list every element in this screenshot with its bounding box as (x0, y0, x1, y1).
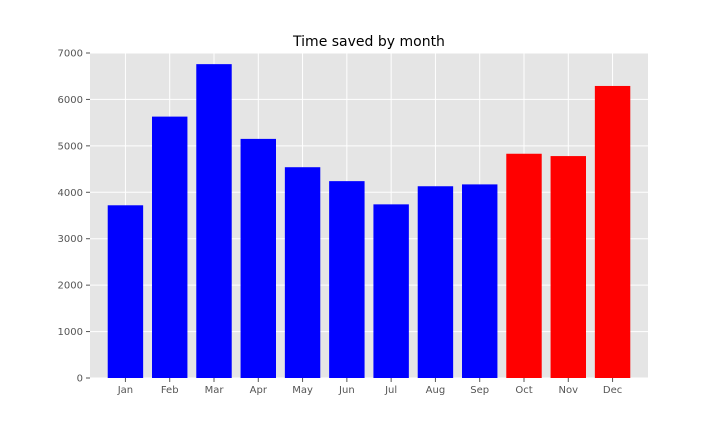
bar-sep (462, 184, 498, 378)
bar-nov (550, 156, 586, 378)
x-tick-label-aug: Aug (426, 385, 446, 396)
y-tick-label: 3000 (58, 234, 83, 245)
bar-dec (594, 85, 631, 378)
x-tick-label-sep: Sep (470, 385, 489, 396)
bar-apr (240, 138, 276, 378)
y-tick-label: 5000 (58, 141, 83, 152)
x-tick-label-may: May (292, 385, 313, 396)
x-tick-label-jul: Jul (384, 385, 397, 396)
bars (107, 64, 631, 379)
bar-aug (417, 186, 454, 378)
y-tick-label: 2000 (58, 281, 83, 292)
y-tick-label: 7000 (58, 49, 83, 60)
y-tick-label: 4000 (58, 188, 83, 199)
bar-jun (329, 181, 365, 378)
y-tick-label: 1000 (58, 327, 83, 338)
x-tick-label-oct: Oct (515, 385, 532, 396)
x-tick-label-nov: Nov (559, 385, 579, 396)
x-axis: Jan Feb Mar Apr May Jun Jul Aug Sep Oct Nov Dec (117, 378, 622, 396)
bar-jan (107, 205, 144, 378)
x-tick-label-apr: Apr (250, 385, 268, 396)
y-tick-label: 0 (77, 374, 83, 385)
chart-title: Time saved by month (292, 34, 445, 50)
x-tick-label-jan: Jan (117, 385, 133, 396)
bar-may (284, 167, 321, 378)
y-axis: 0 1000 2000 3000 4000 5000 6000 7000 (58, 49, 90, 385)
bar-oct (506, 153, 542, 378)
bar-jul (373, 204, 409, 378)
x-tick-label-dec: Dec (603, 385, 622, 396)
x-tick-label-jun: Jun (338, 385, 355, 396)
bar-feb (152, 116, 188, 378)
bar-mar (196, 64, 232, 379)
y-tick-label: 6000 (58, 95, 83, 106)
x-tick-label-mar: Mar (205, 385, 225, 396)
x-tick-label-feb: Feb (161, 385, 179, 396)
